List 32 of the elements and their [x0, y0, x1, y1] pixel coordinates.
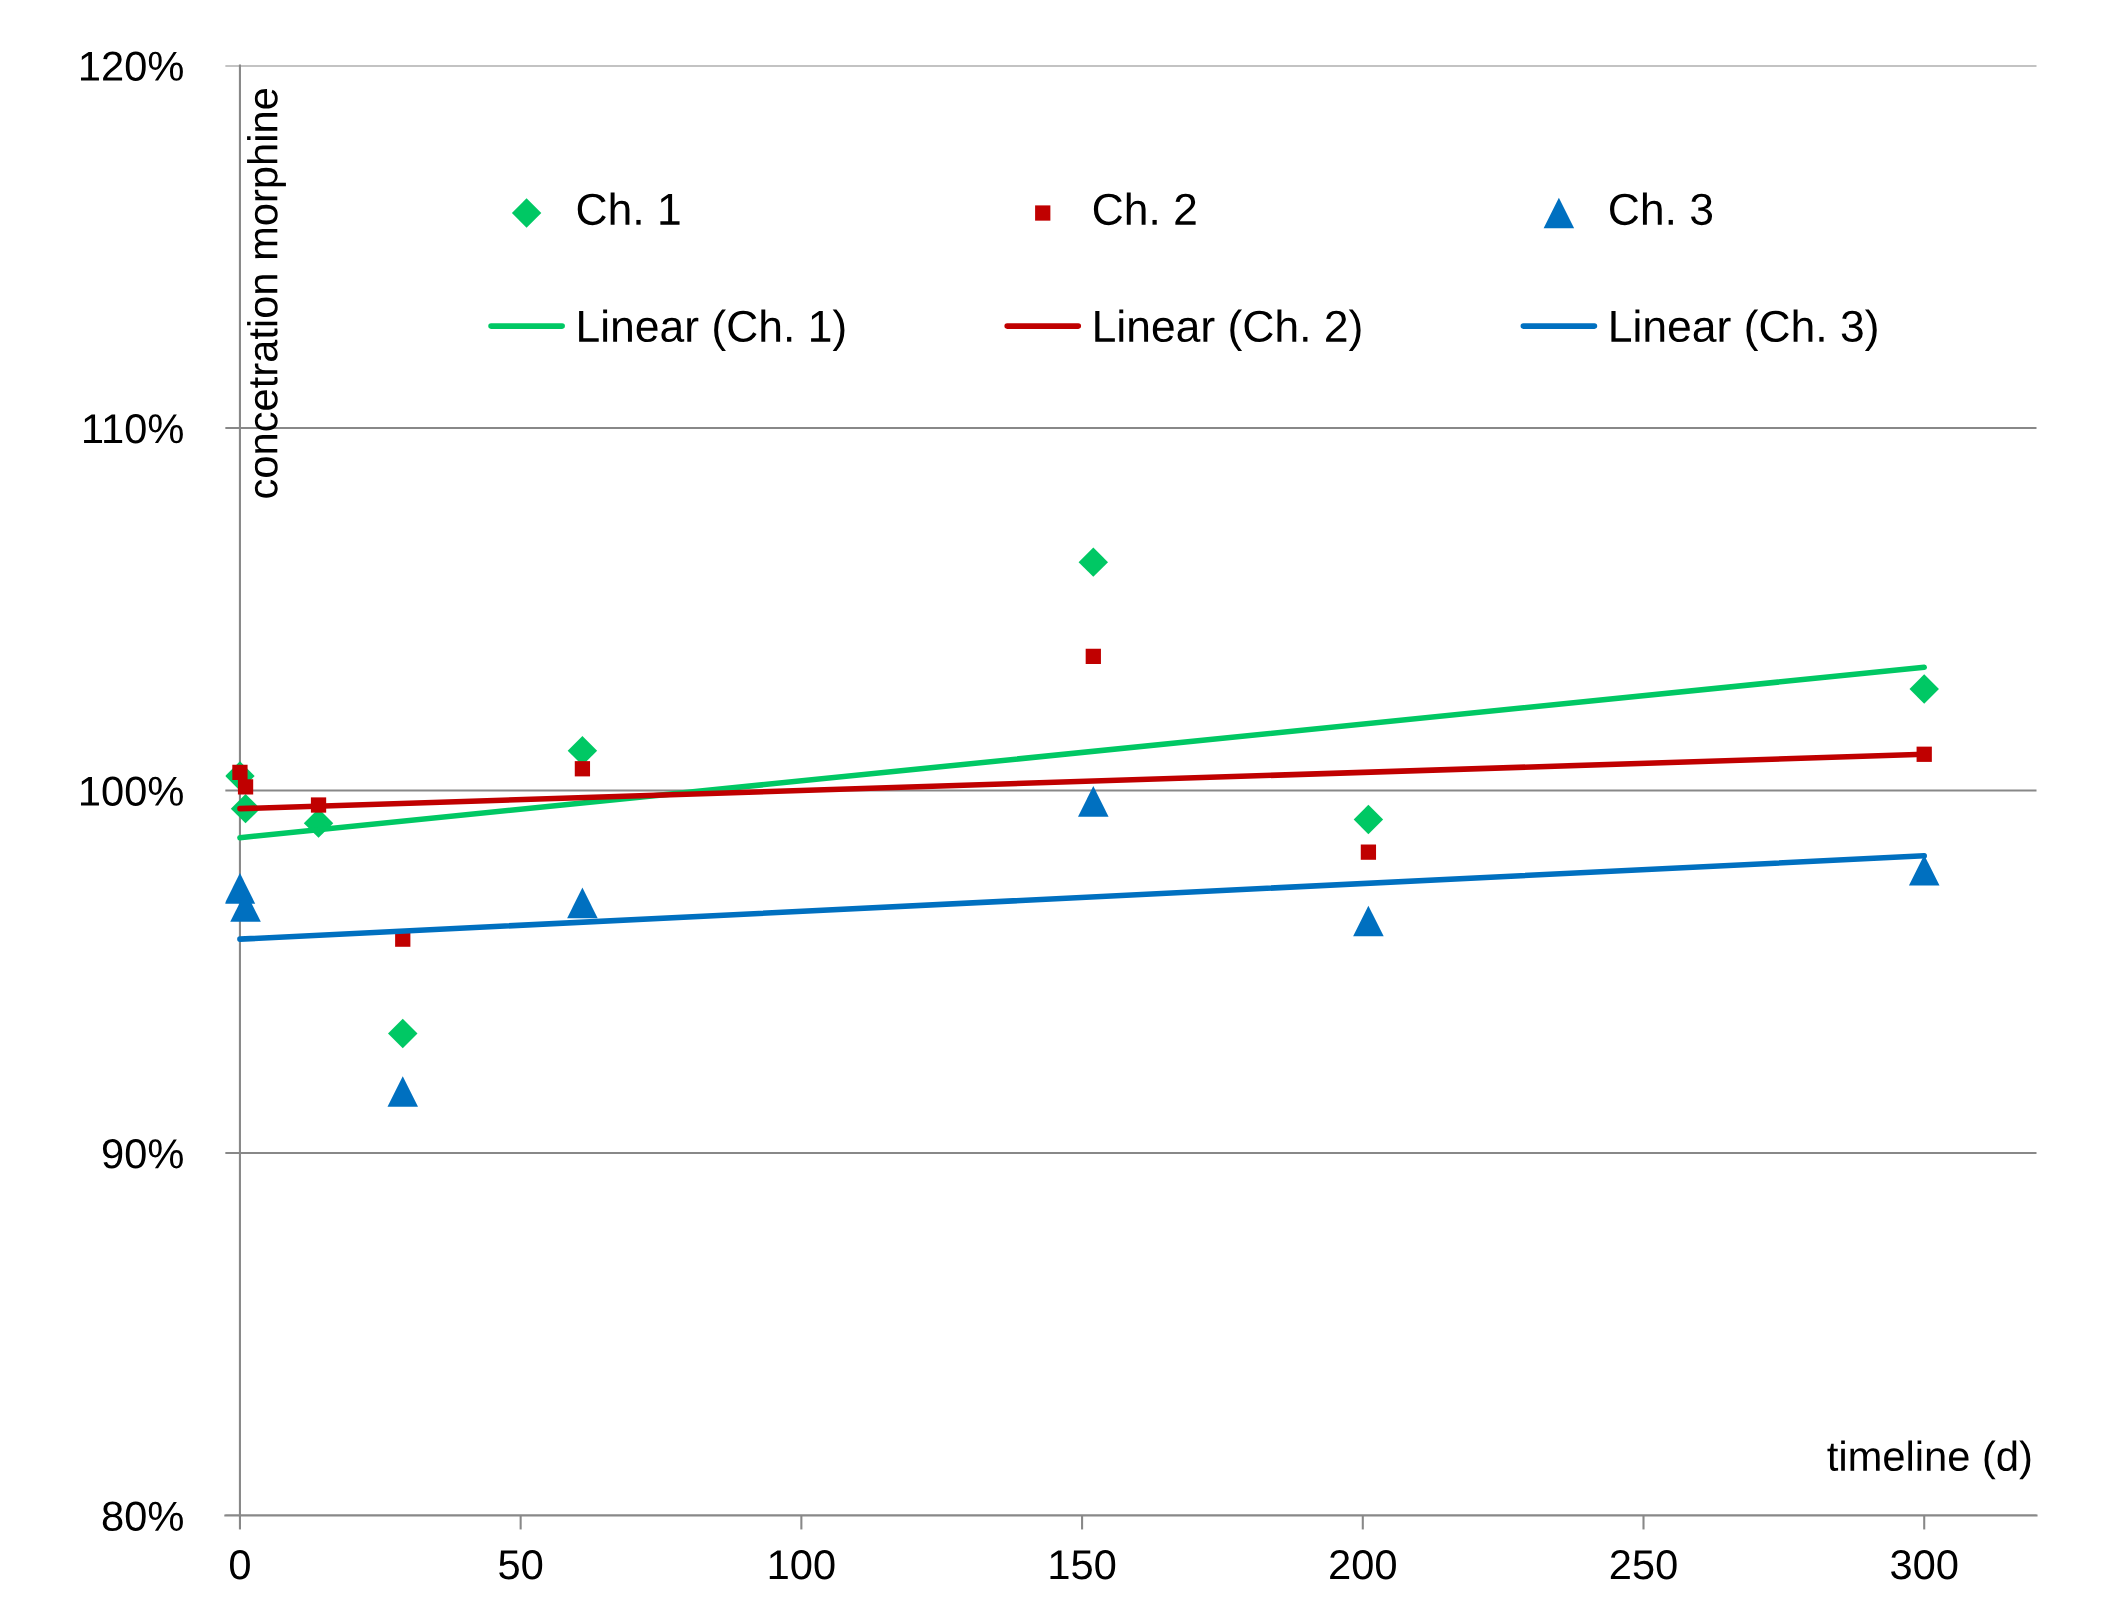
- point: [1360, 844, 1377, 860]
- x-tick-label: 150: [1050, 1549, 1116, 1580]
- x-tick-label: 300: [1891, 1549, 1958, 1580]
- x-tick-label: 0: [229, 1549, 250, 1580]
- point: [388, 1018, 418, 1049]
- legend-label: Linear (Ch. 2): [1095, 309, 1361, 351]
- legend-label: Ch. 3: [1610, 192, 1713, 226]
- legend-label: Linear (Ch. 3): [1611, 309, 1877, 351]
- point: [237, 779, 254, 795]
- y-tick-label: 110%: [84, 414, 183, 444]
- y-axis-title: concetration morphine: [247, 89, 286, 498]
- y-tick-label: 90%: [102, 1139, 183, 1169]
- point: [574, 761, 591, 777]
- y-tick-label: 80%: [102, 1501, 183, 1532]
- y-tick-label: 100%: [81, 776, 183, 807]
- point: [1085, 648, 1101, 665]
- x-tick-label: 250: [1610, 1549, 1677, 1580]
- point: [387, 1076, 419, 1107]
- point: [1353, 804, 1384, 835]
- x-axis-title: timeline (d): [1827, 1440, 2031, 1480]
- y-tick-label: 120%: [81, 51, 183, 81]
- point: [1353, 905, 1384, 937]
- legend-label: Ch. 1: [577, 192, 680, 226]
- point: [567, 887, 598, 919]
- legend-label: Linear (Ch. 1): [579, 309, 845, 351]
- x-tick-label: 50: [499, 1549, 543, 1580]
- x-tick-label: 200: [1330, 1549, 1396, 1580]
- x-tick-label: 100: [769, 1549, 835, 1580]
- point: [1078, 547, 1109, 577]
- point: [1909, 674, 1939, 704]
- point: [1078, 786, 1109, 817]
- legend-label: Ch. 2: [1093, 192, 1196, 226]
